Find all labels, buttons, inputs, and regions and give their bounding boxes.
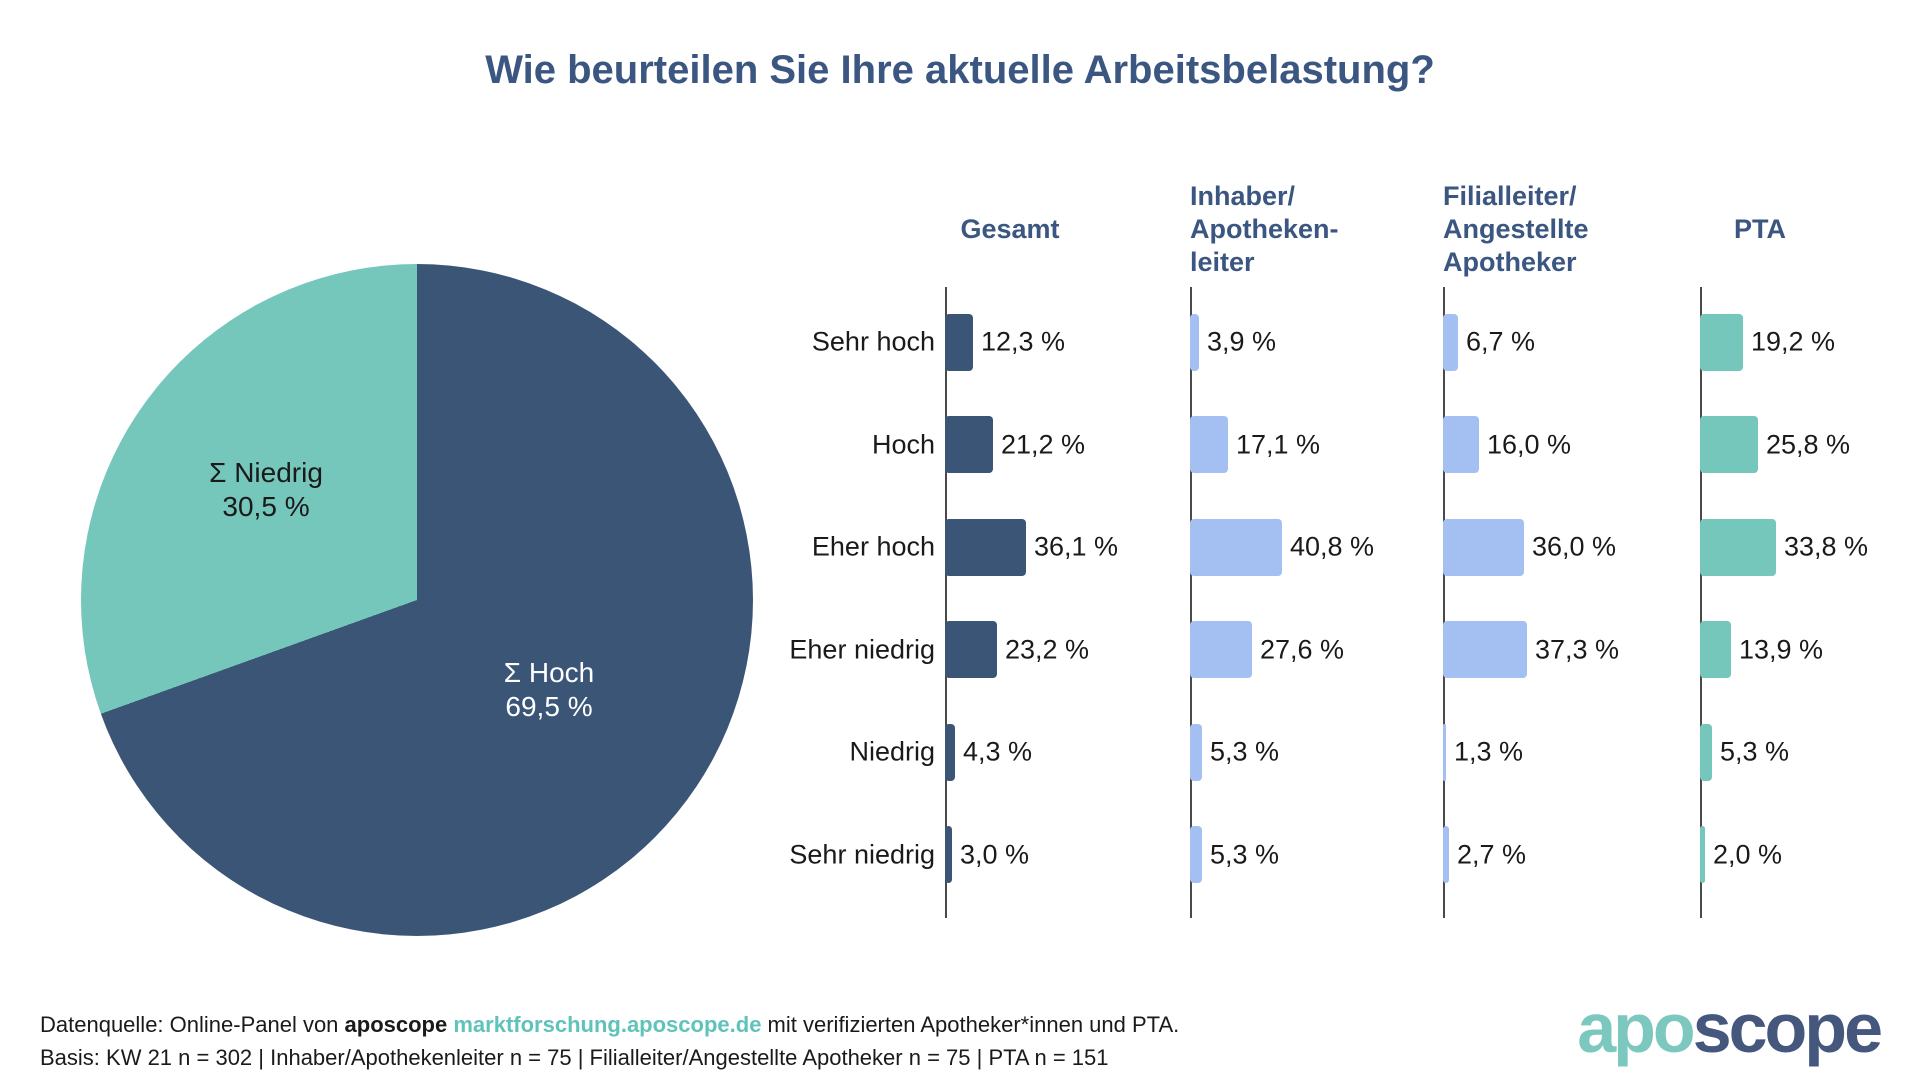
footer: Datenquelle: Online-Panel von aposcope m… [40, 1008, 1179, 1074]
value-label: 36,0 % [1532, 531, 1617, 562]
value-label: 17,1 % [1236, 429, 1321, 459]
bar-pta-row1 [1700, 313, 1743, 371]
chart-title: Wie beurteilen Sie Ihre aktuelle Arbeits… [485, 48, 1435, 92]
column-header-3: Filialleiter/Angestellte Apotheker [1443, 180, 1673, 279]
value-label: 2,7 % [1457, 839, 1527, 869]
value-label: 40,8 % [1290, 531, 1375, 562]
column-header-line: Gesamt [960, 214, 1060, 244]
row-label-2: Hoch [871, 429, 935, 459]
bar-filialleiter-angestellte-apotheker-row5 [1443, 723, 1446, 781]
value-label: 36,1 % [1034, 531, 1119, 562]
axis-line-1 [945, 287, 947, 918]
footer-source-brand: aposcope [344, 1012, 448, 1037]
value-label: 13,9 % [1739, 634, 1824, 664]
axis-line-4 [1700, 287, 1702, 918]
value-label: 16,0 % [1487, 429, 1572, 459]
bar-inhaber-apothekenleiter-row5 [1190, 723, 1202, 781]
pie-label-niedrig-name: Σ Niedrig [209, 457, 323, 488]
row-label-5: Niedrig [849, 736, 935, 767]
bar-filialleiter-angestellte-apotheker-row4 [1443, 621, 1527, 678]
pie-label-niedrig-value: 30,5 % [222, 491, 310, 522]
column-header-line: Apotheken- [1190, 214, 1339, 244]
value-label: 6,7 % [1466, 326, 1536, 357]
bar-pta-row4 [1700, 621, 1731, 678]
row-label-3: Eher hoch [811, 531, 935, 562]
value-label: 21,2 % [1001, 429, 1086, 459]
bar-inhaber-apothekenleiter-row2 [1190, 416, 1228, 473]
value-label: 5,3 % [1720, 736, 1790, 767]
row-label-6: Sehr niedrig [789, 839, 935, 869]
value-label: 19,2 % [1751, 326, 1836, 357]
bar-inhaber-apothekenleiter-row1 [1190, 313, 1199, 371]
value-label: 2,0 % [1713, 839, 1783, 869]
bar-pta-row3 [1700, 518, 1776, 576]
bar-pta-row5 [1700, 723, 1712, 781]
axis-line-2 [1190, 287, 1192, 918]
bar-inhaber-apothekenleiter-row3 [1190, 518, 1282, 576]
bar-inhaber-apothekenleiter-row4 [1190, 621, 1252, 678]
bar-gesamt-row2 [945, 416, 993, 473]
footer-source-pre: Datenquelle: Online-Panel von [40, 1012, 345, 1037]
column-header-1: Gesamt [945, 213, 1075, 246]
value-label: 3,0 % [960, 839, 1030, 869]
axis-line-3 [1443, 287, 1445, 918]
column-header-4: PTA [1700, 213, 1820, 246]
value-label: 4,3 % [963, 736, 1033, 767]
bar-inhaber-apothekenleiter-row6 [1190, 826, 1202, 883]
bar-gesamt-row5 [945, 723, 955, 781]
column-header-line: leiter [1190, 247, 1255, 277]
value-label: 23,2 % [1005, 634, 1090, 664]
bar-filialleiter-angestellte-apotheker-row6 [1443, 826, 1449, 883]
source-link[interactable]: marktforschung.aposcope.de [453, 1012, 762, 1037]
value-label: 12,3 % [981, 326, 1066, 357]
logo-scope: scope [1692, 989, 1883, 1067]
column-header-line: Inhaber/ [1190, 181, 1296, 211]
column-header-2: Inhaber/Apotheken-leiter [1190, 180, 1410, 279]
pie-label-hoch-name: Σ Hoch [503, 657, 595, 688]
bar-gesamt-row1 [945, 313, 973, 371]
value-label: 33,8 % [1784, 531, 1869, 562]
bar-pta-row6 [1700, 826, 1705, 883]
value-label: 5,3 % [1210, 839, 1280, 869]
footer-basis-line: Basis: KW 21 n = 302 | Inhaber/Apotheken… [40, 1045, 1109, 1070]
column-header-line: Angestellte [1443, 214, 1589, 244]
value-label: 5,3 % [1210, 736, 1280, 767]
column-header-line: Filialleiter/ [1443, 181, 1577, 211]
aposcope-logo: aposcope [1577, 988, 1883, 1068]
bar-filialleiter-angestellte-apotheker-row2 [1443, 416, 1479, 473]
bar-gesamt-row6 [945, 826, 952, 883]
bar-pta-row2 [1700, 416, 1758, 473]
row-label-4: Eher niedrig [789, 634, 935, 664]
value-label: 25,8 % [1766, 429, 1851, 459]
bar-filialleiter-angestellte-apotheker-row1 [1443, 313, 1458, 371]
column-header-line: PTA [1734, 214, 1786, 244]
pie-label-hoch: Σ Hoch 69,5 % [504, 656, 594, 724]
logo-apo: apo [1577, 989, 1695, 1067]
pie-label-hoch-value: 69,5 % [505, 691, 593, 722]
pie-chart [81, 264, 753, 936]
footer-source-post: mit verifizierten Apotheker*innen und PT… [761, 1012, 1180, 1037]
row-label-1: Sehr hoch [811, 326, 935, 357]
bar-filialleiter-angestellte-apotheker-row3 [1443, 518, 1524, 576]
value-label: 37,3 % [1535, 634, 1620, 664]
pie-label-niedrig: Σ Niedrig 30,5 % [209, 456, 323, 524]
column-header-line: Apotheker [1443, 247, 1577, 277]
bar-gesamt-row3 [945, 518, 1026, 576]
bar-gesamt-row4 [945, 621, 997, 678]
value-label: 1,3 % [1454, 736, 1524, 767]
footer-source-line: Datenquelle: Online-Panel von aposcope m… [40, 1008, 1179, 1041]
value-label: 27,6 % [1260, 634, 1345, 664]
value-label: 3,9 % [1207, 326, 1277, 357]
